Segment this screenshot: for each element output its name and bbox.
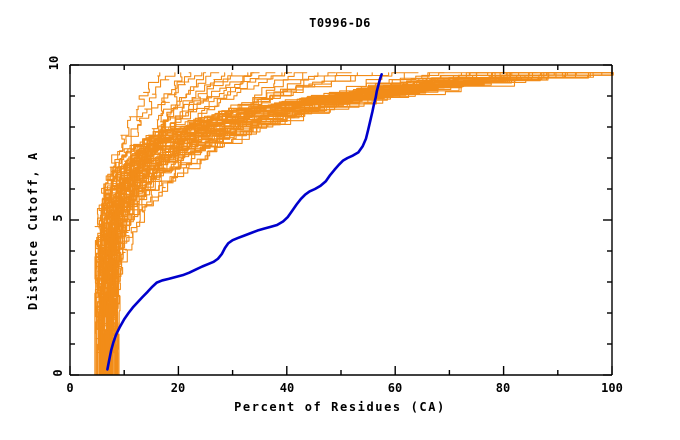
prediction-curve xyxy=(102,72,501,376)
axis-frame xyxy=(69,64,613,376)
prediction-curve xyxy=(99,72,513,376)
prediction-curve xyxy=(106,72,611,376)
prediction-curve xyxy=(98,72,603,376)
prediction-curve xyxy=(98,72,507,376)
prediction-curve xyxy=(109,72,604,376)
prediction-curve xyxy=(95,72,518,376)
x-tick-label-40: 40 xyxy=(279,381,295,395)
x-tick-label-0: 0 xyxy=(66,381,74,395)
prediction-curve xyxy=(112,72,575,376)
prediction-curve xyxy=(107,72,614,376)
prediction-curve xyxy=(113,72,207,376)
x-axis-label: Percent of Residues (CA) xyxy=(234,400,446,414)
prediction-curve xyxy=(105,72,462,376)
prediction-curve xyxy=(109,72,614,376)
prediction-curve xyxy=(98,72,526,376)
x-tick-label-100: 100 xyxy=(601,381,623,395)
prediction-curve xyxy=(108,72,614,376)
prediction-curve xyxy=(94,72,539,376)
x-tick-label-20: 20 xyxy=(170,381,186,395)
x-tick-label-80: 80 xyxy=(495,381,511,395)
highlighted-model-curve xyxy=(106,73,383,371)
prediction-curve xyxy=(94,72,563,376)
prediction-curve xyxy=(105,72,498,376)
x-tick-label-60: 60 xyxy=(387,381,403,395)
prediction-curve xyxy=(94,72,614,376)
prediction-curve xyxy=(108,72,614,376)
page-title: T0996-D6 xyxy=(309,16,371,30)
prediction-curves-group xyxy=(94,72,614,376)
